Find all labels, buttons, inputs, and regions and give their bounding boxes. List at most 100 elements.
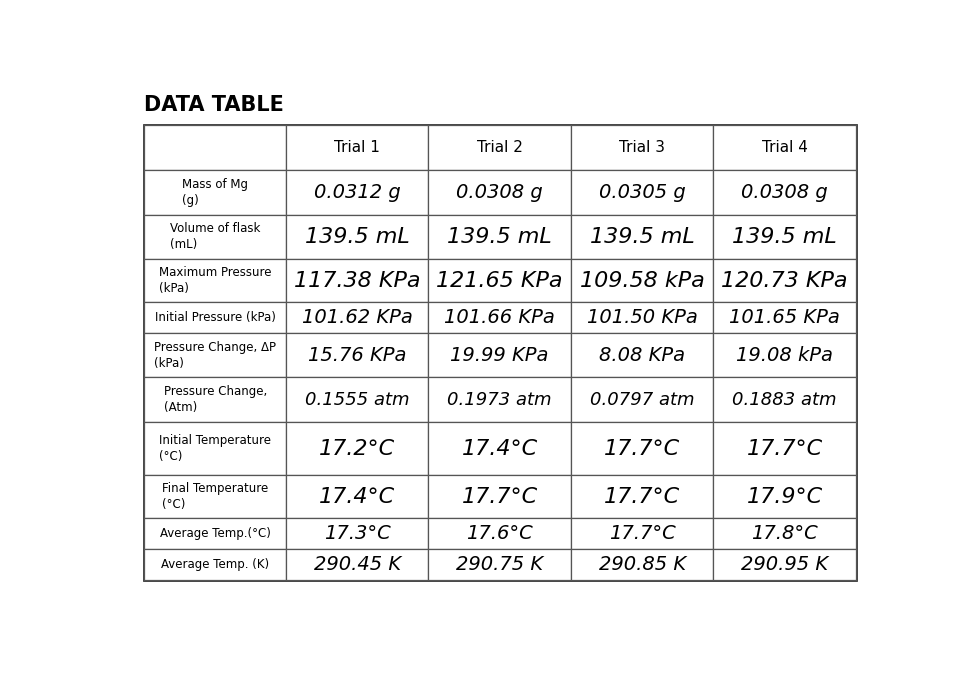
- Bar: [713, 170, 856, 215]
- Text: 139.5 mL: 139.5 mL: [732, 227, 837, 247]
- Bar: [144, 125, 856, 579]
- Bar: [571, 215, 713, 259]
- Text: Pressure Change, ΔP
(kPa): Pressure Change, ΔP (kPa): [154, 341, 276, 369]
- Text: 290.45 K: 290.45 K: [314, 555, 401, 574]
- Text: 0.0308 g: 0.0308 g: [741, 183, 828, 202]
- Text: 17.7°C: 17.7°C: [609, 524, 676, 543]
- Bar: [429, 259, 571, 302]
- Bar: [287, 170, 429, 215]
- Text: Final Temperature
(°C): Final Temperature (°C): [162, 482, 268, 511]
- Bar: [144, 125, 287, 170]
- Bar: [144, 302, 287, 333]
- Text: 17.7°C: 17.7°C: [746, 439, 823, 458]
- Bar: [287, 259, 429, 302]
- Text: 17.3°C: 17.3°C: [324, 524, 391, 543]
- Bar: [571, 333, 713, 378]
- Bar: [713, 378, 856, 422]
- Bar: [713, 302, 856, 333]
- Bar: [287, 549, 429, 579]
- Bar: [571, 475, 713, 518]
- Bar: [287, 215, 429, 259]
- Text: 8.08 KPa: 8.08 KPa: [599, 346, 685, 365]
- Bar: [571, 549, 713, 579]
- Bar: [571, 170, 713, 215]
- Bar: [144, 422, 287, 475]
- Bar: [713, 422, 856, 475]
- Text: 101.50 KPa: 101.50 KPa: [587, 308, 698, 327]
- Bar: [287, 302, 429, 333]
- Bar: [429, 215, 571, 259]
- Text: Pressure Change,
(Atm): Pressure Change, (Atm): [164, 385, 267, 415]
- Text: 121.65 KPa: 121.65 KPa: [437, 271, 563, 291]
- Text: Trial 3: Trial 3: [620, 140, 665, 155]
- Text: Average Temp.(°C): Average Temp.(°C): [160, 527, 271, 540]
- Text: 17.4°C: 17.4°C: [319, 487, 395, 507]
- Text: 17.7°C: 17.7°C: [604, 487, 681, 507]
- Text: 139.5 mL: 139.5 mL: [447, 227, 552, 247]
- Bar: [144, 475, 287, 518]
- Bar: [429, 333, 571, 378]
- Text: Trial 4: Trial 4: [762, 140, 807, 155]
- Text: Trial 1: Trial 1: [334, 140, 380, 155]
- Bar: [713, 475, 856, 518]
- Text: 17.2°C: 17.2°C: [319, 439, 395, 458]
- Text: 109.58 kPa: 109.58 kPa: [580, 271, 705, 291]
- Bar: [713, 518, 856, 549]
- Text: Mass of Mg
(g): Mass of Mg (g): [182, 178, 248, 207]
- Text: Trial 2: Trial 2: [477, 140, 523, 155]
- Text: 101.65 KPa: 101.65 KPa: [729, 308, 840, 327]
- Bar: [429, 422, 571, 475]
- Text: Maximum Pressure
(kPa): Maximum Pressure (kPa): [159, 266, 271, 295]
- Text: 0.0305 g: 0.0305 g: [599, 183, 685, 202]
- Text: 117.38 KPa: 117.38 KPa: [294, 271, 420, 291]
- Bar: [144, 378, 287, 422]
- Text: 0.0312 g: 0.0312 g: [314, 183, 401, 202]
- Bar: [429, 549, 571, 579]
- Text: Volume of flask
(mL): Volume of flask (mL): [170, 222, 260, 252]
- Text: 290.85 K: 290.85 K: [598, 555, 685, 574]
- Text: 0.1555 atm: 0.1555 atm: [305, 391, 409, 409]
- Text: Initial Temperature
(°C): Initial Temperature (°C): [159, 434, 271, 463]
- Bar: [713, 549, 856, 579]
- Bar: [144, 259, 287, 302]
- Bar: [571, 125, 713, 170]
- Text: Initial Pressure (kPa): Initial Pressure (kPa): [155, 311, 276, 324]
- Bar: [713, 125, 856, 170]
- Bar: [713, 259, 856, 302]
- Bar: [571, 259, 713, 302]
- Bar: [287, 333, 429, 378]
- Text: 0.0797 atm: 0.0797 atm: [590, 391, 694, 409]
- Bar: [144, 518, 287, 549]
- Bar: [144, 333, 287, 378]
- Text: 19.99 KPa: 19.99 KPa: [450, 346, 549, 365]
- Text: 290.75 K: 290.75 K: [456, 555, 543, 574]
- Bar: [429, 378, 571, 422]
- Text: 19.08 kPa: 19.08 kPa: [736, 346, 833, 365]
- Text: 17.4°C: 17.4°C: [462, 439, 538, 458]
- Bar: [429, 518, 571, 549]
- Text: Average Temp. (K): Average Temp. (K): [161, 558, 269, 571]
- Bar: [144, 170, 287, 215]
- Bar: [429, 475, 571, 518]
- Bar: [571, 422, 713, 475]
- Bar: [429, 170, 571, 215]
- Bar: [144, 549, 287, 579]
- Bar: [571, 518, 713, 549]
- Bar: [287, 125, 429, 170]
- Text: 120.73 KPa: 120.73 KPa: [721, 271, 848, 291]
- Bar: [713, 333, 856, 378]
- Text: 101.62 KPa: 101.62 KPa: [302, 308, 412, 327]
- Bar: [144, 215, 287, 259]
- Bar: [287, 475, 429, 518]
- Bar: [713, 215, 856, 259]
- Text: 17.7°C: 17.7°C: [462, 487, 538, 507]
- Text: 17.7°C: 17.7°C: [604, 439, 681, 458]
- Text: 101.66 KPa: 101.66 KPa: [444, 308, 555, 327]
- Bar: [287, 422, 429, 475]
- Bar: [429, 302, 571, 333]
- Text: 139.5 mL: 139.5 mL: [305, 227, 409, 247]
- Bar: [571, 378, 713, 422]
- Text: DATA TABLE: DATA TABLE: [144, 95, 285, 114]
- Text: 15.76 KPa: 15.76 KPa: [308, 346, 407, 365]
- Text: 0.1973 atm: 0.1973 atm: [447, 391, 552, 409]
